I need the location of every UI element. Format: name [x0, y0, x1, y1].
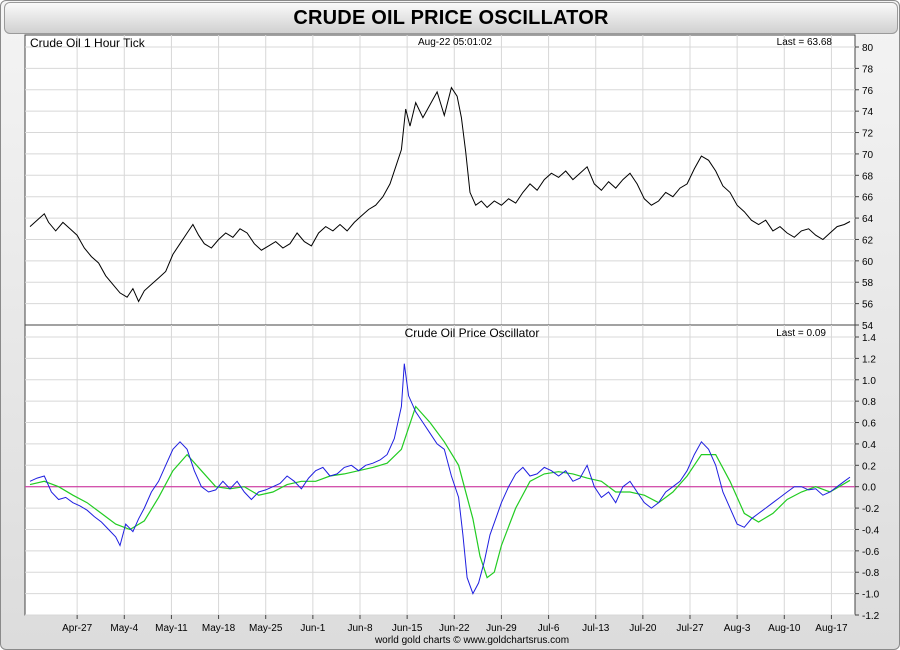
price-last-label: Last = 63.68	[777, 37, 833, 48]
x-tick-label: Jun-29	[486, 623, 517, 634]
x-tick-label: Jul-27	[676, 623, 704, 634]
oscillator-y-tick-label: -1.0	[862, 590, 880, 601]
price-y-tick-label: 68	[862, 171, 874, 182]
oscillator-y-tick-label: 0.4	[862, 440, 876, 451]
price-y-tick-label: 66	[862, 193, 874, 204]
oscillator-y-tick-label: 0.0	[862, 483, 876, 494]
price-panel	[24, 34, 856, 326]
x-tick-label: Jun-8	[347, 623, 372, 634]
oscillator-y-tick-label: 1.4	[862, 333, 876, 344]
oscillator-y-tick-label: -1.2	[862, 611, 880, 622]
price-y-tick-label: 72	[862, 129, 874, 140]
price-y-tick-label: 64	[862, 214, 874, 225]
price-y-tick-label: 56	[862, 300, 874, 311]
oscillator-y-axis: -1.2 -1.0 -0.8 -0.6 -0.4 -0.2 0.0 0.2 0.4 0.6 0.8 1…	[855, 333, 880, 622]
oscillator-y-tick-label: -0.4	[862, 525, 880, 536]
x-tick-label: Jun-1	[300, 623, 325, 634]
x-tick-label: Jun-15	[392, 623, 423, 634]
oscillator-y-tick-label: 1.0	[862, 376, 876, 387]
x-tick-label: Aug-10	[768, 623, 801, 634]
price-y-tick-label: 60	[862, 257, 874, 268]
oscillator-y-tick-label: 0.2	[862, 461, 876, 472]
price-y-axis: 54 56 58 60 62 64 66 68 70 72 74 76 78 80	[855, 43, 874, 332]
price-y-tick-label: 54	[862, 321, 874, 332]
oscillator-y-tick-label: 1.2	[862, 354, 876, 365]
price-y-tick-label: 76	[862, 86, 874, 97]
price-panel-title: Crude Oil 1 Hour Tick	[30, 36, 146, 50]
oscillator-grid	[25, 325, 855, 616]
x-tick-label: May-4	[110, 623, 138, 634]
signal-line	[29, 405, 851, 579]
price-y-tick-label: 74	[862, 107, 874, 118]
x-tick-label: Jul-13	[582, 623, 610, 634]
oscillator-last-label: Last = 0.09	[776, 328, 826, 339]
oscillator-panel	[24, 324, 856, 616]
x-tick-label: May-25	[249, 623, 283, 634]
oscillator-y-tick-label: -0.8	[862, 568, 880, 579]
x-axis: Apr-27 May-4 May-11 May-18 May-25 Jun-1 Jun-8 J…	[62, 615, 848, 634]
price-y-tick-label: 70	[862, 150, 874, 161]
x-tick-label: Apr-27	[62, 623, 92, 634]
x-tick-label: Jul-6	[538, 623, 560, 634]
x-tick-label: Jul-20	[629, 623, 657, 634]
chart-title: CRUDE OIL PRICE OSCILLATOR	[4, 2, 898, 34]
x-tick-label: May-18	[202, 623, 236, 634]
price-y-tick-label: 62	[862, 235, 874, 246]
x-tick-label: Jun-22	[439, 623, 470, 634]
oscillator-panel-title: Crude Oil Price Oscillator	[405, 326, 540, 340]
price-y-tick-label: 58	[862, 278, 874, 289]
x-tick-label: Aug-17	[815, 623, 848, 634]
x-tick-label: Aug-3	[724, 623, 751, 634]
price-line	[29, 86, 851, 303]
price-y-tick-label: 78	[862, 64, 874, 75]
price-y-tick-label: 80	[862, 43, 874, 54]
oscillator-y-tick-label: 0.8	[862, 397, 876, 408]
oscillator-y-tick-label: 0.6	[862, 419, 876, 430]
x-tick-label: May-11	[155, 623, 188, 634]
oscillator-y-tick-label: -0.6	[862, 547, 880, 558]
timestamp-label: Aug-22 05:01:02	[418, 37, 492, 48]
footer-credit: world gold charts © www.goldchartsrus.co…	[374, 635, 569, 646]
oscillator-line	[29, 363, 851, 595]
oscillator-y-tick-label: -0.2	[862, 504, 880, 515]
